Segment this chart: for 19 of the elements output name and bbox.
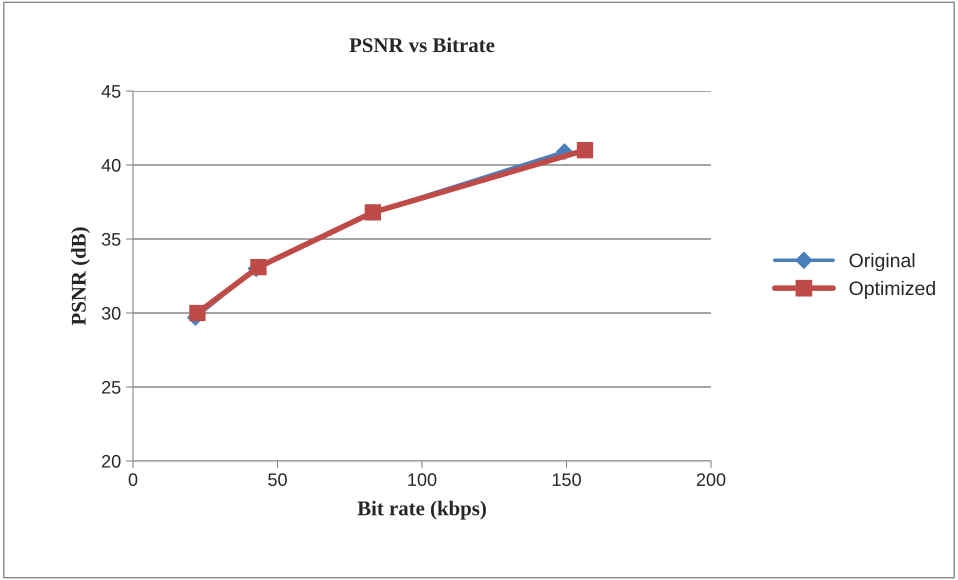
x-axis-title: Bit rate (kbps) bbox=[358, 500, 486, 520]
y-tick-label: 40 bbox=[102, 158, 120, 172]
x-tick-label: 200 bbox=[696, 473, 726, 486]
y-tick-label: 30 bbox=[102, 306, 120, 320]
legend-label: Optimized bbox=[850, 280, 935, 299]
x-tick-label: 150 bbox=[552, 473, 581, 486]
y-tick-label: 20 bbox=[102, 454, 120, 468]
y-tick-label: 25 bbox=[102, 380, 120, 394]
point bbox=[576, 142, 594, 158]
point bbox=[250, 258, 267, 276]
y-tick-label: 45 bbox=[102, 85, 120, 98]
y-axis-title: PSNR (dB) bbox=[71, 227, 90, 326]
chart-title: PSNR vs Bitrate bbox=[349, 38, 494, 52]
legend-label: Original bbox=[850, 253, 914, 272]
x-tick-label: 0 bbox=[128, 473, 138, 486]
x-tick-label: 50 bbox=[268, 473, 287, 486]
point bbox=[189, 304, 206, 322]
x-tick-label: 100 bbox=[408, 473, 436, 486]
y-tick-label: 35 bbox=[102, 232, 120, 246]
